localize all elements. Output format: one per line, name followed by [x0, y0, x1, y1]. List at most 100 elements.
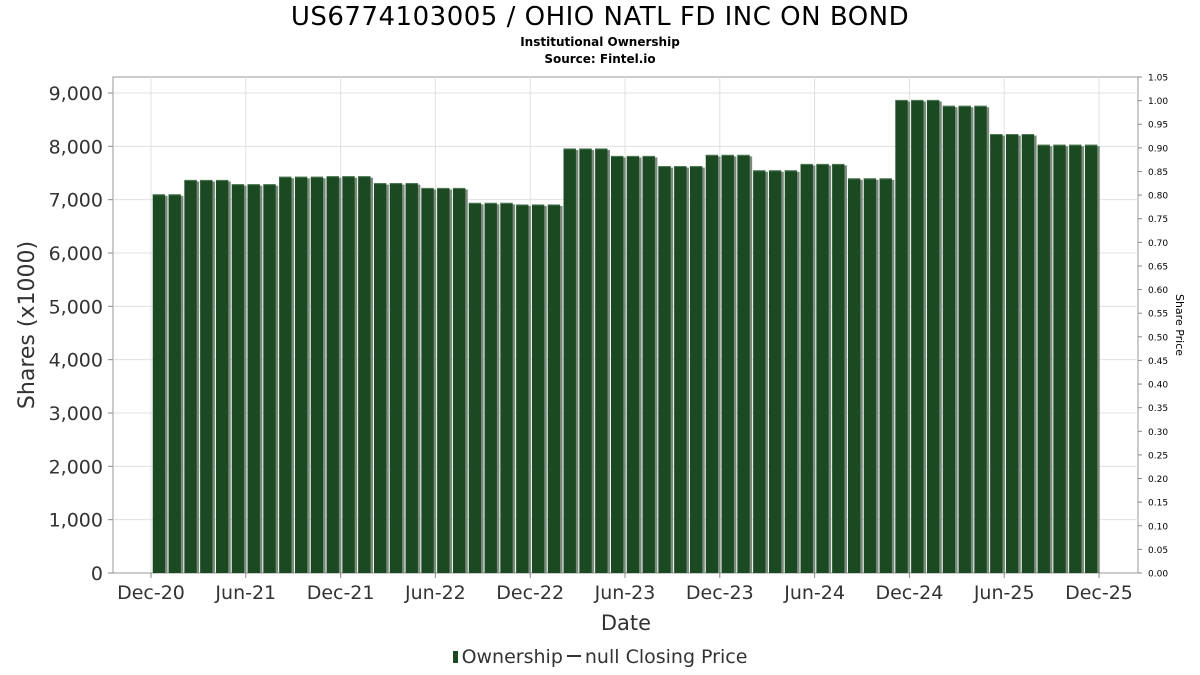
x-tick-label: Dec-21: [307, 582, 375, 604]
y2-tick-label: 0.40: [1148, 381, 1168, 391]
x-tick-label: Dec-20: [117, 582, 185, 604]
ownership-bar: [753, 170, 766, 574]
ownership-bar: [326, 176, 339, 573]
x-tick-label: Dec-25: [1065, 582, 1133, 604]
ownership-bar: [531, 204, 545, 573]
ownership-bar: [452, 187, 466, 573]
ownership-bar: [152, 194, 166, 574]
ownership-bar: [926, 99, 940, 573]
ownership-bar: [832, 163, 845, 573]
x-tick-label: Jun-21: [214, 582, 276, 604]
ownership-bar: [389, 183, 403, 573]
y2-tick-label: 0.60: [1148, 286, 1168, 296]
ownership-bar: [516, 204, 529, 573]
ownership-bar: [879, 178, 892, 574]
y2-tick-label: 0.70: [1148, 239, 1168, 249]
x-tick-label: Jun-22: [404, 582, 466, 604]
x-tick-label: Jun-25: [973, 582, 1035, 604]
legend-price-line: [566, 655, 581, 657]
y2-tick-label: 0.45: [1148, 357, 1168, 367]
y-tick-label: 6,000: [49, 243, 103, 265]
ownership-bar: [294, 176, 308, 573]
y2-tick-label: 0.80: [1148, 192, 1168, 202]
x-tick-label: Dec-22: [496, 582, 564, 604]
ownership-bar: [231, 184, 245, 573]
ownership-bar: [784, 170, 798, 574]
ownership-bar: [642, 155, 655, 573]
x-tick-label: Jun-24: [783, 582, 845, 604]
ownership-bar: [1053, 144, 1066, 573]
ownership-bar: [990, 134, 1003, 574]
y-tick-label: 8,000: [49, 136, 103, 158]
y-tick-label: 9,000: [49, 83, 103, 105]
ownership-bar: [310, 176, 324, 573]
y2-tick-label: 0.10: [1148, 522, 1168, 532]
y2-tick-label: 0.20: [1148, 475, 1168, 485]
y2-tick-label: 0.90: [1148, 144, 1168, 154]
ownership-bar: [737, 154, 750, 573]
y2-tick-label: 0.75: [1148, 215, 1168, 225]
ownership-bar: [405, 183, 418, 573]
ownership-bar: [373, 183, 387, 573]
ownership-bar: [279, 176, 292, 573]
ownership-bar: [958, 105, 971, 574]
y2-tick-label: 1.00: [1148, 97, 1168, 107]
y-tick-label: 0: [91, 563, 103, 585]
x-tick-label: Jun-23: [594, 582, 656, 604]
x-axis: Dec-20 Jun-21 Dec-21 Jun-22 Dec-22 Jun-23 Dec-…: [117, 573, 1133, 604]
ownership-bar: [563, 148, 576, 573]
ownership-bar: [1037, 144, 1050, 573]
y-tick-label: 7,000: [49, 190, 103, 212]
y2-tick-label: 0.85: [1148, 168, 1168, 178]
y2-tick-label: 0.95: [1148, 121, 1168, 131]
ownership-bar: [358, 176, 371, 573]
y-tick-label: 4,000: [49, 350, 103, 372]
ownership-bar: [215, 179, 229, 573]
ownership-bar: [705, 154, 719, 573]
y2-tick-label: 0.25: [1148, 451, 1168, 461]
ownership-bar: [547, 204, 561, 573]
y-tick-label: 1,000: [49, 510, 103, 532]
ownership-bar: [974, 105, 987, 574]
y-tick-label: 3,000: [49, 403, 103, 425]
ownership-bar: [942, 105, 956, 574]
y2-axis-label: Share Price: [1173, 294, 1186, 356]
ownership-bar: [200, 179, 213, 573]
y-tick-label: 5,000: [49, 296, 103, 318]
ownership-bar: [800, 163, 813, 573]
ownership-bar: [847, 178, 861, 574]
ownership-bar: [863, 178, 877, 574]
chart-subtitle: Institutional Ownership: [520, 35, 680, 49]
ownership-bar: [1069, 144, 1082, 573]
y2-tick-label: 0.00: [1148, 570, 1168, 580]
ownership-bar: [579, 148, 592, 573]
y2-tick-label: 0.30: [1148, 428, 1168, 438]
ownership-bar: [595, 148, 608, 573]
ownership-bar: [721, 154, 734, 573]
ownership-bar: [689, 166, 703, 574]
ownership-bar: [895, 99, 908, 573]
ownership-bar: [468, 202, 482, 573]
x-tick-label: Dec-23: [686, 582, 754, 604]
legend: Ownership null Closing Price: [0, 646, 1200, 668]
y2-tick-label: 1.05: [1148, 74, 1168, 84]
bars: [152, 99, 1100, 574]
chart-title: US6774103005 / OHIO NATL FD INC ON BOND: [290, 2, 910, 32]
ownership-bar: [421, 187, 434, 573]
ownership-bar: [911, 99, 924, 573]
ownership-bar: [263, 184, 276, 573]
y-axis-label: Shares (x1000): [15, 241, 40, 409]
ownership-bar: [658, 166, 671, 574]
y2-axis: 0.00 0.05 0.10 0.15 0.20 0.25 0.30 0.35 0.40 0.45…: [1138, 74, 1168, 580]
ownership-bar: [626, 155, 640, 573]
y-axis: 0 1,000 2,000 3,000 4,000 5,000 6,000 7,000 8,00…: [49, 83, 113, 585]
ownership-bar: [168, 194, 181, 574]
ownership-bar: [247, 184, 260, 573]
x-axis-label: Date: [601, 611, 651, 635]
ownership-bar: [184, 179, 197, 573]
y2-tick-label: 0.15: [1148, 499, 1168, 509]
ownership-bar: [500, 202, 513, 573]
y2-tick-label: 0.05: [1148, 546, 1168, 556]
y2-tick-label: 0.55: [1148, 310, 1168, 320]
